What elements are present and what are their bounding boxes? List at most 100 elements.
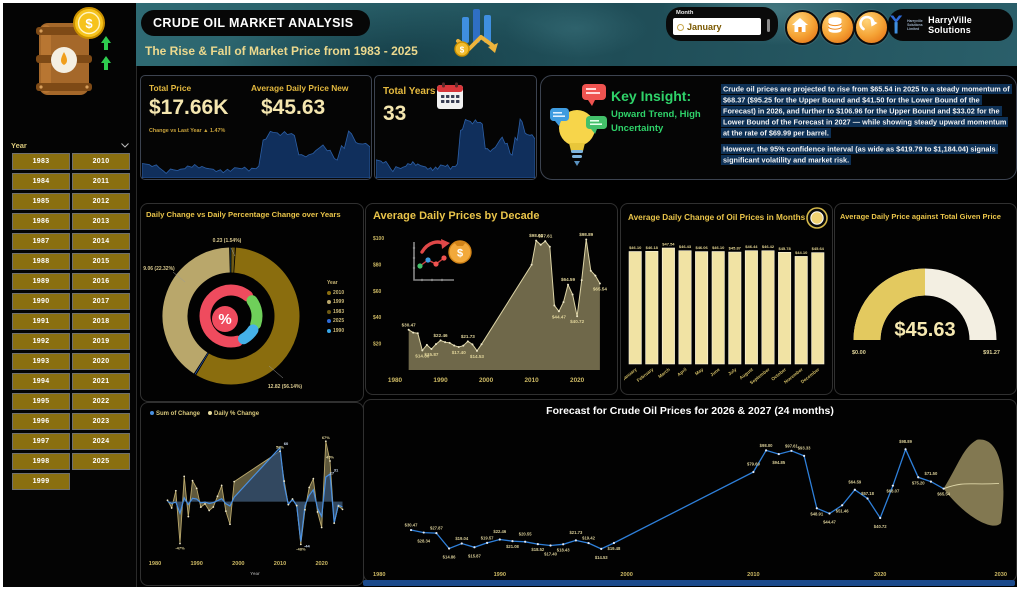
svg-text:$40: $40 <box>373 315 382 321</box>
year-button-2016[interactable]: 2016 <box>72 272 130 291</box>
year-button-2022[interactable]: 2022 <box>72 392 130 411</box>
bottom-scrollbar[interactable] <box>363 580 1015 586</box>
donut-chart[interactable]: % 0.23 (1.54%) 9.06 (22.32%) 12.82 (56.14%) <box>143 226 319 398</box>
year-button-1992[interactable]: 1992 <box>12 332 70 351</box>
dual-legend-item[interactable]: Daily % Change <box>208 411 259 417</box>
year-button-2013[interactable]: 2013 <box>72 212 130 231</box>
year-button-1997[interactable]: 1997 <box>12 432 70 451</box>
dual-line-panel: Sum of Change Daily % Change 1980 1990 2000… <box>140 402 364 586</box>
year-button-1990[interactable]: 1990 <box>12 292 70 311</box>
year-button-2011[interactable]: 2011 <box>72 172 130 191</box>
svg-text:2000: 2000 <box>479 377 494 384</box>
avg-price-label: Average Daily Price New <box>251 83 349 93</box>
svg-text:$64.59: $64.59 <box>561 277 575 282</box>
donut-legend-item[interactable]: 1990 <box>327 328 344 334</box>
donut-legend-item[interactable]: 1999 <box>327 299 344 305</box>
insight-subheading: Upward Trend, High Uncertainty <box>611 109 701 134</box>
year-button-1987[interactable]: 1987 <box>12 232 70 251</box>
svg-text:$97.61: $97.61 <box>785 443 798 448</box>
svg-text:July: July <box>727 367 738 377</box>
year-slicer-label: Year <box>11 141 27 150</box>
year-button-2014[interactable]: 2014 <box>72 232 130 251</box>
svg-text:56%: 56% <box>276 445 284 450</box>
svg-text:$45.63: $45.63 <box>894 319 955 341</box>
trend-bars-icon: $ <box>454 9 498 57</box>
svg-text:$19.48: $19.48 <box>608 546 621 551</box>
brand-logo-icon <box>889 15 903 34</box>
svg-text:$97.61: $97.61 <box>538 234 552 239</box>
total-price-change: Change vs Last Year ▲ 1.47% <box>149 128 226 134</box>
total-price-sparkline[interactable] <box>142 128 370 178</box>
year-button-1991[interactable]: 1991 <box>12 312 70 331</box>
year-button-1988[interactable]: 1988 <box>12 252 70 271</box>
svg-text:$19.04: $19.04 <box>455 536 468 541</box>
dual-line-chart[interactable]: 1980 1990 2000 2010 2020 Year -47% 56% 60 -48% -44… <box>143 423 361 583</box>
svg-text:$: $ <box>460 46 465 55</box>
year-button-2024[interactable]: 2024 <box>72 432 130 451</box>
year-button-1993[interactable]: 1993 <box>12 352 70 371</box>
year-button-2015[interactable]: 2015 <box>72 252 130 271</box>
forecast-chart[interactable]: 1980 1990 2000 2010 2020 2030 $30.47 $28.34 $27.… <box>367 418 1013 579</box>
svg-text:$44.47: $44.47 <box>552 314 566 319</box>
svg-text:-44: -44 <box>304 544 311 549</box>
sidebar-year-slicer: $ Year 1983 2010 1984 2011 1985 2012 1986 2013 1… <box>3 3 137 587</box>
month-slicer[interactable]: Month January <box>666 7 778 41</box>
data-source-button[interactable] <box>820 10 855 45</box>
svg-text:$14.86: $14.86 <box>443 554 456 559</box>
year-button-1986[interactable]: 1986 <box>12 212 70 231</box>
year-button-2012[interactable]: 2012 <box>72 192 130 211</box>
svg-text:$44.10: $44.10 <box>795 250 808 255</box>
svg-text:$48.91: $48.91 <box>810 511 823 516</box>
redo-button[interactable] <box>854 10 889 45</box>
donut-legend-item[interactable]: 1983 <box>327 309 344 315</box>
year-button-1994[interactable]: 1994 <box>12 372 70 391</box>
svg-text:$98.00: $98.00 <box>760 443 773 448</box>
chevron-down-icon[interactable] <box>121 143 129 148</box>
month-dropdown[interactable]: January <box>673 18 761 35</box>
svg-text:Year: Year <box>250 571 260 576</box>
svg-text:1980: 1980 <box>373 572 385 578</box>
forecast-title: Forecast for Crude Oil Prices for 2026 &… <box>546 405 834 417</box>
year-button-2021[interactable]: 2021 <box>72 372 130 391</box>
svg-text:27: 27 <box>330 471 335 476</box>
year-button-2019[interactable]: 2019 <box>72 332 130 351</box>
svg-text:$20.55: $20.55 <box>519 531 532 536</box>
svg-text:%: % <box>218 311 231 328</box>
year-button-1984[interactable]: 1984 <box>12 172 70 191</box>
year-button-2025[interactable]: 2025 <box>72 452 130 471</box>
bars-chart[interactable]: $46.10 January $46.18 February $47.54 March $4… <box>624 228 829 391</box>
year-button-1985[interactable]: 1985 <box>12 192 70 211</box>
svg-text:2010: 2010 <box>524 377 539 384</box>
svg-text:$30.47: $30.47 <box>402 322 416 327</box>
year-button-2020[interactable]: 2020 <box>72 352 130 371</box>
year-button-2018[interactable]: 2018 <box>72 312 130 331</box>
year-button-1995[interactable]: 1995 <box>12 392 70 411</box>
dual-line-legend: Sum of Change Daily % Change <box>150 411 259 417</box>
donut-legend: Year 2010 1999 1983 2025 1990 <box>327 280 344 334</box>
donut-legend-item[interactable]: 2010 <box>327 290 344 296</box>
insight-heading: Key Insight: <box>611 88 692 104</box>
year-button-1989[interactable]: 1989 <box>12 272 70 291</box>
year-button-2017[interactable]: 2017 <box>72 292 130 311</box>
year-button-1983[interactable]: 1983 <box>12 153 70 171</box>
svg-text:December: December <box>800 367 821 385</box>
donut-legend-item[interactable]: 2025 <box>327 318 344 324</box>
home-button[interactable] <box>785 10 820 45</box>
gauge-chart[interactable]: $45.63 $0.00 $91.27 <box>840 236 1011 376</box>
total-years-sparkline[interactable] <box>376 116 535 178</box>
radio-icon <box>677 24 684 31</box>
year-button-2023[interactable]: 2023 <box>72 412 130 431</box>
area-chart[interactable]: $100 $80 $60 $40 $20 1980 1990 2000 2010 2020 $30.… <box>369 224 614 391</box>
year-button-1996[interactable]: 1996 <box>12 412 70 431</box>
svg-text:2010: 2010 <box>274 561 286 567</box>
forecast-panel: Forecast for Crude Oil Prices for 2026 &… <box>363 399 1017 582</box>
svg-text:$47.54: $47.54 <box>662 242 675 247</box>
svg-text:1980: 1980 <box>149 561 161 567</box>
year-button-1999[interactable]: 1999 <box>12 472 70 491</box>
slicer-scrollbar[interactable] <box>767 19 770 32</box>
year-button-1998[interactable]: 1998 <box>12 452 70 471</box>
dual-legend-item[interactable]: Sum of Change <box>150 411 200 417</box>
year-button-2010[interactable]: 2010 <box>72 153 130 171</box>
insight-paragraph-1: Crude oil prices are projected to rise f… <box>721 83 1012 138</box>
total-years-label: Total Years <box>383 86 436 97</box>
